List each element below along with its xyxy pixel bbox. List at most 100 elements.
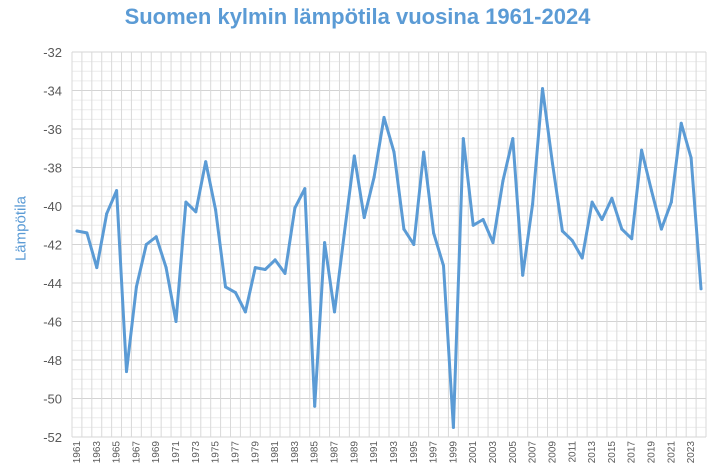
data-point xyxy=(233,291,237,295)
data-point xyxy=(95,266,99,270)
data-point xyxy=(570,239,574,243)
data-point xyxy=(333,310,337,314)
y-tick-label: -50 xyxy=(43,392,62,407)
data-point xyxy=(323,241,327,245)
data-point xyxy=(115,189,119,193)
x-tick-label: 1985 xyxy=(310,441,321,464)
y-tick-label: -32 xyxy=(43,45,62,60)
data-point xyxy=(580,256,584,260)
y-tick-label: -44 xyxy=(43,276,62,291)
x-tick-label: 2023 xyxy=(686,441,697,464)
x-tick-label: 2001 xyxy=(468,441,479,464)
data-point xyxy=(531,202,535,206)
data-point xyxy=(263,268,267,272)
x-tick-label: 1965 xyxy=(112,441,123,464)
data-point xyxy=(541,87,545,91)
data-point xyxy=(441,264,445,268)
x-tick-label: 2017 xyxy=(627,441,638,464)
data-point xyxy=(382,115,386,119)
data-point xyxy=(521,273,525,277)
data-point xyxy=(214,208,218,212)
x-tick-label: 1981 xyxy=(270,441,281,464)
data-point xyxy=(689,156,693,160)
x-tick-label: 2021 xyxy=(666,441,677,464)
data-point xyxy=(461,137,465,141)
x-tick-label: 1973 xyxy=(191,441,202,464)
x-tick-label: 1983 xyxy=(290,441,301,464)
data-point xyxy=(422,150,426,154)
x-tick-label: 1971 xyxy=(171,441,182,464)
y-tick-label: -38 xyxy=(43,161,62,176)
y-tick-label: -46 xyxy=(43,315,62,330)
data-point xyxy=(243,310,247,314)
data-point xyxy=(303,187,307,191)
data-point xyxy=(352,154,356,158)
data-point xyxy=(669,200,673,204)
data-point xyxy=(105,212,109,216)
data-point xyxy=(174,320,178,323)
data-point xyxy=(451,425,455,429)
x-tick-label: 2003 xyxy=(488,441,499,464)
x-tick-label: 1991 xyxy=(369,441,380,464)
x-tick-label: 2013 xyxy=(587,441,598,464)
data-point xyxy=(144,243,148,246)
data-point xyxy=(402,227,406,231)
data-point xyxy=(511,137,515,141)
y-tick-label: -48 xyxy=(43,353,62,368)
data-point xyxy=(620,227,624,231)
data-point xyxy=(432,231,436,235)
data-point xyxy=(194,210,198,214)
y-tick-label: -42 xyxy=(43,238,62,253)
data-point xyxy=(85,231,89,235)
x-tick-label: 1969 xyxy=(151,441,162,464)
data-point xyxy=(283,271,287,275)
data-point xyxy=(610,196,614,200)
data-point xyxy=(550,162,554,166)
y-tick-label: -40 xyxy=(43,199,62,214)
x-tick-label: 1975 xyxy=(211,441,222,464)
data-point xyxy=(154,235,158,239)
x-tick-label: 1999 xyxy=(448,441,459,464)
data-point xyxy=(679,121,683,125)
data-point xyxy=(124,370,128,374)
data-point xyxy=(75,229,79,233)
x-tick-label: 2019 xyxy=(647,441,658,464)
data-point xyxy=(253,266,257,270)
data-point xyxy=(412,243,416,246)
data-point xyxy=(699,287,703,291)
x-tick-label: 1987 xyxy=(330,441,341,464)
data-point xyxy=(313,404,317,408)
x-tick-label: 2015 xyxy=(607,441,618,464)
data-point xyxy=(134,285,138,289)
x-tick-label: 1967 xyxy=(131,441,142,464)
chart-title: Suomen kylmin lämpötila vuosina 1961-202… xyxy=(124,4,591,29)
x-tick-label: 2005 xyxy=(508,441,519,464)
x-tick-label: 1963 xyxy=(92,441,103,464)
data-point xyxy=(600,217,604,221)
data-point xyxy=(491,241,495,245)
x-tick-label: 1995 xyxy=(409,441,420,464)
x-tick-label: 2007 xyxy=(528,441,539,464)
data-point xyxy=(659,227,663,231)
data-point xyxy=(640,148,644,152)
x-tick-label: 2011 xyxy=(567,441,578,463)
x-tick-label: 1993 xyxy=(389,441,400,464)
data-point xyxy=(471,223,475,227)
data-point xyxy=(164,266,168,270)
data-point xyxy=(293,206,297,210)
y-tick-label: -36 xyxy=(43,122,62,137)
data-point xyxy=(560,229,564,233)
x-tick-label: 1961 xyxy=(72,441,83,464)
data-point xyxy=(273,258,277,262)
x-tick-label: 1979 xyxy=(250,441,261,464)
x-tick-label: 1997 xyxy=(429,441,440,464)
data-point xyxy=(204,160,208,164)
series-line xyxy=(75,87,703,429)
data-point xyxy=(184,200,188,204)
data-point xyxy=(481,217,485,221)
x-tick-label: 1977 xyxy=(230,441,241,464)
data-point xyxy=(590,200,594,204)
x-tick-label: 2009 xyxy=(547,441,558,464)
data-point xyxy=(224,285,228,289)
